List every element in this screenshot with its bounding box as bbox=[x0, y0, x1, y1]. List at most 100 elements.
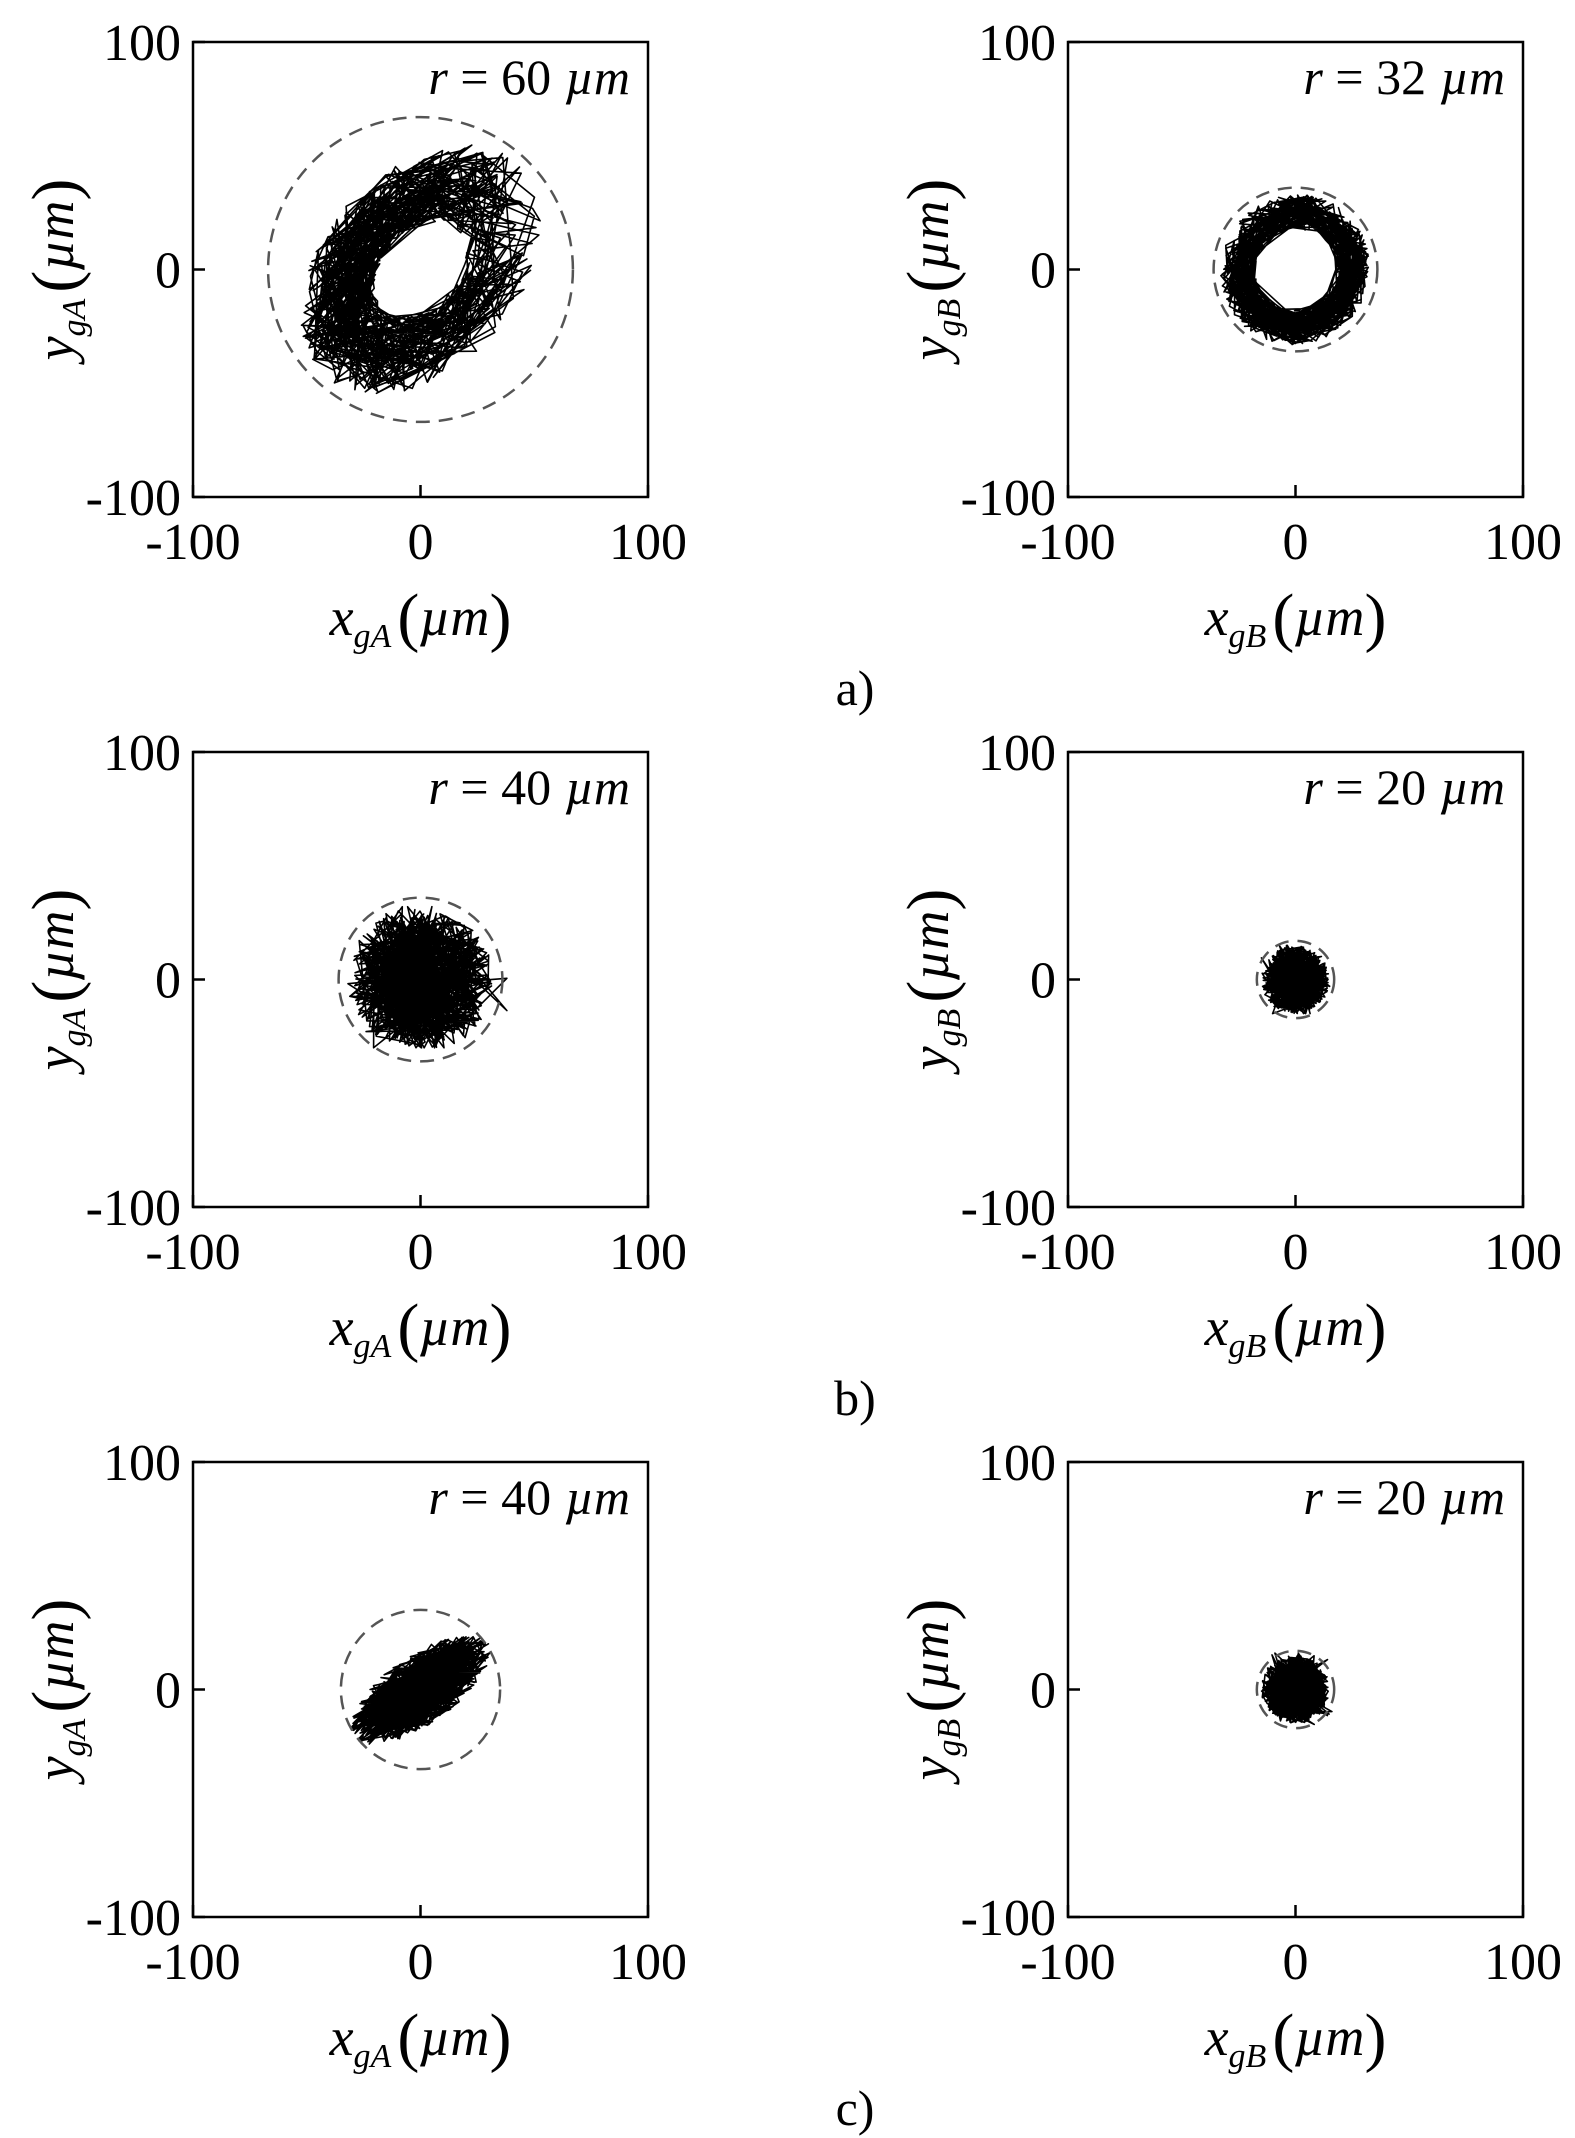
clearance-circle bbox=[337, 896, 504, 1063]
y-tick-label: -100 bbox=[86, 1890, 181, 1947]
y-axis-sub: gB bbox=[931, 1008, 968, 1046]
radius-annotation: r = 40 µm bbox=[428, 1469, 630, 1525]
y-axis-label: ygA (µm) bbox=[19, 889, 93, 1076]
clearance-circle bbox=[339, 1608, 502, 1771]
annotation-eq: = bbox=[448, 759, 501, 815]
x-axis-label: xgB(µm) bbox=[1204, 1291, 1387, 1365]
x-tick-label: -100 bbox=[145, 1934, 240, 1991]
orbit-trace bbox=[1260, 944, 1331, 1015]
x-axis-paren-open: ( bbox=[1272, 2001, 1294, 2074]
y-axis-label: ygB (µm) bbox=[894, 889, 968, 1076]
y-tick-label: 100 bbox=[103, 1435, 181, 1492]
annotation-value: 60 bbox=[501, 49, 551, 105]
y-axis-paren-open: ( bbox=[19, 1691, 92, 1713]
y-axis-var: y bbox=[900, 1046, 960, 1075]
y-tick-label: 0 bbox=[155, 243, 181, 300]
x-axis-label: xgB(µm) bbox=[1204, 2001, 1387, 2075]
y-axis-paren-close: ) bbox=[894, 1599, 967, 1621]
y-tick-label: -100 bbox=[86, 1180, 181, 1237]
y-axis-sub: gB bbox=[931, 298, 968, 336]
x-axis-paren-open: ( bbox=[1272, 1291, 1294, 1364]
y-tick-label: 100 bbox=[978, 15, 1056, 72]
x-tick-label: 100 bbox=[609, 1224, 687, 1281]
annotation-unit: µm bbox=[1440, 759, 1505, 815]
y-tick-label: 0 bbox=[155, 1663, 181, 1720]
y-axis-var: y bbox=[25, 336, 85, 365]
y-axis-paren-open: ( bbox=[894, 1691, 967, 1713]
x-axis-label: xgA(µm) bbox=[329, 2001, 512, 2075]
annotation-eq: = bbox=[448, 49, 501, 105]
y-axis-paren-open: ( bbox=[19, 981, 92, 1003]
x-tick-label: 100 bbox=[1484, 1934, 1562, 1991]
x-axis-var: x bbox=[329, 587, 354, 647]
y-tick-label: 100 bbox=[978, 725, 1056, 782]
x-axis-paren-open: ( bbox=[397, 1291, 419, 1364]
x-axis-sub: gA bbox=[354, 1328, 392, 1365]
y-tick-label: 0 bbox=[155, 953, 181, 1010]
x-axis-paren-close: ) bbox=[489, 581, 511, 654]
subfigure-caption: c) bbox=[836, 2080, 875, 2136]
x-axis-var: x bbox=[1204, 587, 1229, 647]
y-axis-paren-open: ( bbox=[19, 271, 92, 293]
x-axis-paren-open: ( bbox=[1272, 581, 1294, 654]
clearance-circle bbox=[1255, 939, 1336, 1020]
annotation-var: r bbox=[428, 49, 448, 105]
x-tick-label: 0 bbox=[1283, 514, 1309, 571]
y-axis-unit: µm bbox=[25, 911, 85, 981]
subfigure-caption: a) bbox=[836, 660, 875, 716]
annotation-eq: = bbox=[1323, 759, 1376, 815]
radius-annotation: r = 20 µm bbox=[1303, 1469, 1505, 1525]
y-axis-sub: gA bbox=[56, 1718, 93, 1756]
orbit-trace bbox=[1220, 194, 1370, 346]
annotation-var: r bbox=[428, 759, 448, 815]
annotation-value: 32 bbox=[1376, 49, 1426, 105]
x-axis-paren-close: ) bbox=[489, 2001, 511, 2074]
x-axis-paren-close: ) bbox=[1364, 1291, 1386, 1364]
x-axis-var: x bbox=[329, 2007, 354, 2067]
annotation-unit: µm bbox=[1440, 1469, 1505, 1525]
x-tick-label: 100 bbox=[609, 514, 687, 571]
radius-annotation: r = 40 µm bbox=[428, 759, 630, 815]
annotation-unit: µm bbox=[565, 49, 630, 105]
clearance-circle bbox=[266, 115, 575, 424]
annotation-eq: = bbox=[448, 1469, 501, 1525]
y-axis-paren-close: ) bbox=[19, 179, 92, 201]
y-axis-paren-open: ( bbox=[894, 271, 967, 293]
x-axis-label: xgB(µm) bbox=[1204, 581, 1387, 655]
annotation-value: 20 bbox=[1376, 1469, 1426, 1525]
orbit-trace bbox=[347, 905, 508, 1049]
x-axis-paren-open: ( bbox=[397, 581, 419, 654]
x-axis-unit: µm bbox=[1294, 587, 1364, 647]
y-axis-unit: µm bbox=[900, 201, 960, 271]
x-tick-label: 0 bbox=[1283, 1224, 1309, 1281]
x-tick-label: 100 bbox=[609, 1934, 687, 1991]
x-axis-sub: gB bbox=[1229, 2038, 1267, 2075]
x-tick-label: 0 bbox=[408, 1934, 434, 1991]
x-tick-label: -100 bbox=[145, 1224, 240, 1281]
y-tick-label: -100 bbox=[961, 470, 1056, 527]
annotation-value: 40 bbox=[501, 1469, 551, 1525]
y-tick-label: 100 bbox=[103, 725, 181, 782]
subfigure-caption: b) bbox=[834, 1370, 876, 1426]
radius-annotation: r = 20 µm bbox=[1303, 759, 1505, 815]
orbit-trace bbox=[350, 1635, 491, 1745]
y-axis-label: ygB (µm) bbox=[894, 1599, 968, 1786]
x-tick-label: 100 bbox=[1484, 514, 1562, 571]
y-axis-sub: gA bbox=[56, 1008, 93, 1046]
x-axis-sub: gA bbox=[354, 618, 392, 655]
x-tick-label: -100 bbox=[1020, 1224, 1115, 1281]
annotation-unit: µm bbox=[565, 759, 630, 815]
y-axis-var: y bbox=[900, 1756, 960, 1785]
x-axis-label: xgA(µm) bbox=[329, 581, 512, 655]
y-axis-unit: µm bbox=[25, 1621, 85, 1691]
y-axis-label: ygB (µm) bbox=[894, 179, 968, 366]
y-tick-label: -100 bbox=[86, 470, 181, 527]
radius-annotation: r = 32 µm bbox=[1303, 49, 1505, 105]
y-axis-paren-close: ) bbox=[19, 889, 92, 911]
